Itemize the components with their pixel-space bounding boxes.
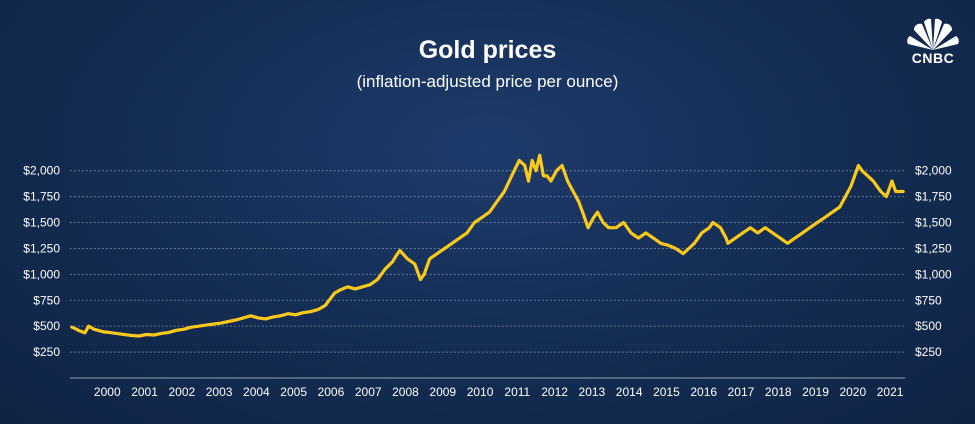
x-tick-label: 2018 [765, 385, 792, 399]
x-tick-label: 2012 [541, 385, 568, 399]
y-tick-label-left: $2,000 [23, 164, 60, 178]
left-y-axis: $250 $500 $750 $1,000 $1,250 $1,500 $1,750 $2,0… [23, 164, 60, 359]
y-tick-label-right: $1,250 [915, 241, 952, 255]
x-tick-label: 2004 [243, 385, 270, 399]
y-tick-label-right: $1,750 [915, 190, 952, 204]
y-tick-label-right: $250 [915, 345, 942, 359]
x-tick-label: 2006 [318, 385, 345, 399]
chart-title: Gold prices [418, 36, 557, 64]
y-tick-label-right: $1,500 [915, 216, 952, 230]
x-tick-label: 2015 [653, 385, 680, 399]
y-tick-label-right: $750 [915, 293, 942, 307]
x-tick-label: 2005 [280, 385, 307, 399]
y-tick-label-right: $1,000 [915, 267, 952, 281]
y-tick-label-right: $500 [915, 319, 942, 333]
brand-wordmark: CNBC [911, 50, 955, 66]
y-tick-label-left: $1,750 [23, 190, 60, 204]
y-tick-label-left: $500 [33, 319, 60, 333]
x-tick-label: 2017 [728, 385, 755, 399]
y-tick-label-left: $250 [33, 345, 60, 359]
x-tick-label: 2003 [206, 385, 233, 399]
x-tick-label: 2009 [429, 385, 456, 399]
y-tick-label-right: $2,000 [915, 164, 952, 178]
chart-subtitle: (inflation-adjusted price per ounce) [356, 72, 619, 91]
x-tick-label: 2020 [839, 385, 866, 399]
x-tick-label: 2011 [504, 385, 530, 399]
x-tick-label: 2010 [467, 385, 494, 399]
right-y-axis: $250 $500 $750 $1,000 $1,250 $1,500 $1,750 $2,0… [915, 164, 952, 359]
nbc-peacock-icon [907, 18, 959, 50]
x-tick-label: 2001 [131, 385, 158, 399]
x-tick-label: 2014 [616, 385, 643, 399]
x-tick-label: 2008 [392, 385, 419, 399]
x-tick-label: 2007 [355, 385, 382, 399]
y-tick-label-left: $1,250 [23, 241, 60, 255]
x-tick-label: 2021 [877, 385, 904, 399]
x-tick-label: 2000 [94, 385, 121, 399]
x-axis: 2000 2001 2002 2003 2004 2005 2006 2007 2008 2009… [94, 385, 904, 399]
y-tick-label-left: $750 [33, 293, 60, 307]
grid-lines [70, 170, 905, 353]
y-tick-label-left: $1,000 [23, 267, 60, 281]
y-tick-label-left: $1,500 [23, 216, 60, 230]
gold-price-line [70, 153, 905, 338]
x-tick-label: 2019 [802, 385, 829, 399]
x-tick-label: 2013 [579, 385, 606, 399]
x-tick-label: 2002 [168, 385, 195, 399]
x-tick-label: 2016 [690, 385, 717, 399]
